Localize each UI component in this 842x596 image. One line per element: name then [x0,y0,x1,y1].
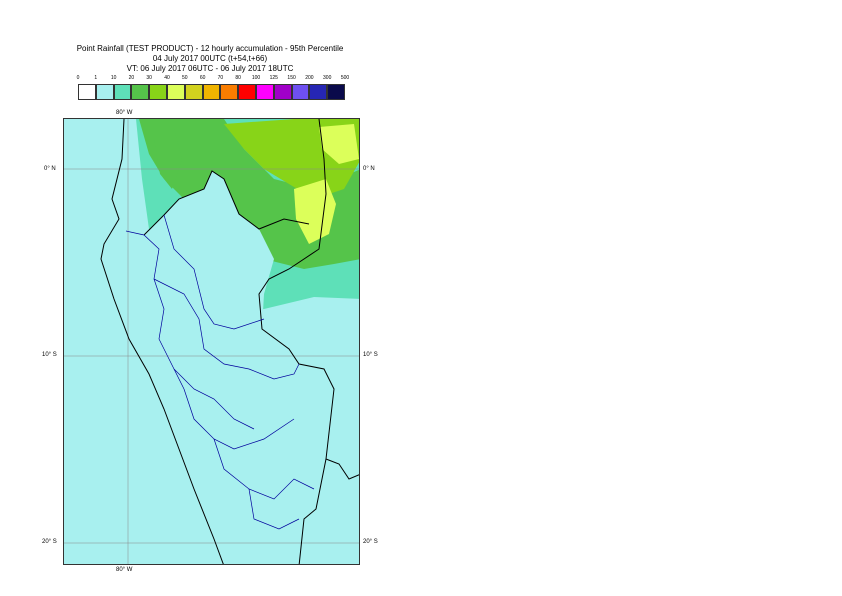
region-border-7 [248,363,300,380]
land-peru [101,171,334,564]
legend-tick-label: 30 [146,75,152,81]
legend-tick-label: 80 [235,75,241,81]
latitude-label-10-left: 10° S [42,352,57,358]
region-border-4 [173,368,255,430]
lake-titicaca-border [325,458,359,480]
legend-swatch [291,84,310,100]
rain-band-20-30-coast [154,129,182,189]
latitude-label-0-right: 0° N [363,166,375,172]
region-border-3 [153,278,250,370]
legend-swatch [113,84,132,100]
region-border-6 [213,438,315,500]
legend-tick-label: 50 [182,75,188,81]
latitude-label-20-left: 20° S [42,539,57,545]
rain-band-40-50-north [319,124,359,164]
country-border-north [143,170,310,236]
map-canvas [64,119,359,564]
country-border-east [258,119,335,564]
region-border-5 [183,388,295,450]
legend-swatch [131,84,150,100]
legend-tick-label: 150 [287,75,296,81]
legend-swatch [273,84,292,100]
legend-tick-label: 1 [94,75,98,81]
latitude-label-10-right: 10° S [363,352,378,358]
legend-tick-label: 200 [305,75,314,81]
land-chile-bolivia [304,504,359,564]
legend-swatch [309,84,328,100]
latitude-label-0-left: 0° N [44,166,56,172]
legend-swatch [167,84,185,100]
run-time-label: 04 July 2017 00UTC (t+54,t+66) [152,54,268,63]
legend-tick-label: 100 [251,75,261,81]
coastline [100,119,224,564]
legend-tick-label: 20 [128,75,135,81]
legend-tick-label: 125 [269,75,278,81]
legend-tick-label: 0 [76,75,80,81]
legend-swatch [327,84,345,100]
legend-tick-label: 60 [199,75,206,81]
legend-tick-label: 10 [110,75,117,81]
rainfall-map [63,118,360,565]
legend-tick-label: 70 [217,75,224,81]
legend-swatch [95,84,114,100]
legend-tick-label: 300 [323,75,332,81]
legend-tick-label: 40 [164,75,170,81]
latitude-label-20-right: 20° S [363,539,378,545]
longitude-label-top: 80° W [116,110,133,116]
region-border-8 [248,488,300,530]
legend-swatch [184,84,203,100]
legend-swatch [256,84,274,100]
legend-swatch [202,84,221,100]
legend-swatch [238,84,256,100]
validity-time-label: VT: 06 July 2017 06UTC - 06 July 2017 18… [126,64,294,73]
longitude-label-bottom: 80° W [116,567,133,573]
legend-swatch [220,84,239,100]
region-border-2 [163,214,265,330]
chart-title: Point Rainfall (TEST PRODUCT) - 12 hourl… [76,44,344,53]
legend-swatch [149,84,167,100]
legend-tick-label: 500 [340,75,350,81]
region-border-1 [125,230,185,390]
legend-swatch [78,84,96,100]
